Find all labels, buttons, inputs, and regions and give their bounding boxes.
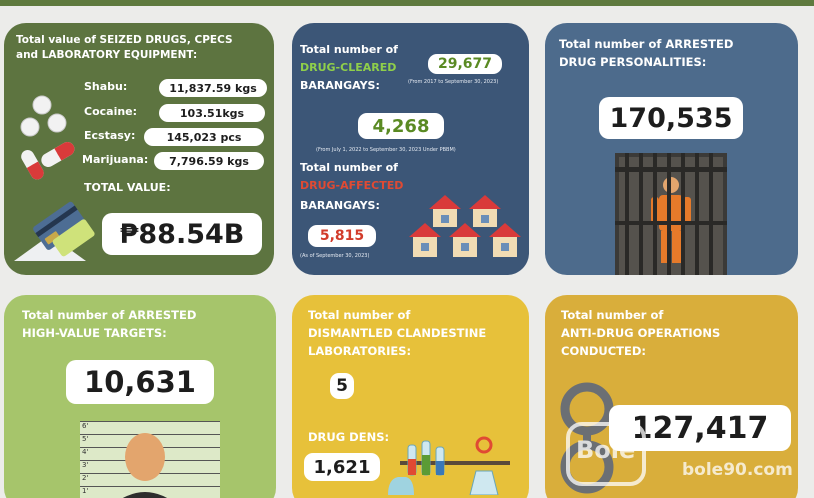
anti-drug-operations-card: Total number of ANTI-DRUG OPERATIONS CON… bbox=[545, 295, 798, 498]
seized-label-shabu: Shabu: bbox=[84, 80, 128, 93]
watermark-brand: Bole bbox=[576, 436, 636, 464]
operations-title-line3: CONDUCTED: bbox=[561, 344, 647, 358]
affected-value: 5,815 bbox=[308, 225, 376, 247]
mugshot-silhouette-icon bbox=[123, 433, 167, 498]
cleared-value: 29,677 bbox=[428, 54, 502, 74]
dens-value: 1,621 bbox=[304, 453, 380, 481]
watermark-url: bole90.com bbox=[682, 460, 793, 480]
seized-title-line2: and LABORATORY EQUIPMENT: bbox=[16, 49, 198, 61]
labs-title-line3: LABORATORIES: bbox=[308, 344, 412, 358]
height-mark: 6' bbox=[82, 422, 89, 430]
affected-highlight: DRUG-AFFECTED bbox=[300, 179, 404, 192]
height-mark: 1' bbox=[82, 487, 89, 495]
arrested-title-line2: DRUG PERSONALITIES: bbox=[559, 55, 707, 69]
total-value-label: TOTAL VALUE: bbox=[84, 181, 171, 194]
total-value: ₱88.54B bbox=[102, 213, 262, 255]
high-value-targets-card: Total number of ARRESTED HIGH-VALUE TARG… bbox=[4, 295, 276, 498]
watermark-logo-icon bbox=[566, 422, 646, 486]
cleared-suffix: BARANGAYS: bbox=[300, 79, 380, 92]
seized-value-ecstasy: 145,023 pcs bbox=[144, 128, 264, 146]
lab-equipment-icon bbox=[388, 436, 510, 495]
top-bar bbox=[0, 0, 814, 6]
seized-drugs-card: Total value of SEIZED DRUGS, CPECS and L… bbox=[4, 23, 274, 275]
affected-note: (As of September 30, 2023) bbox=[300, 253, 370, 259]
houses-icon bbox=[409, 195, 521, 257]
seized-label-marijuana: Marijuana: bbox=[82, 153, 149, 166]
seized-label-cocaine: Cocaine: bbox=[84, 105, 138, 118]
cleared-note: (From 2017 to September 30, 2023) bbox=[408, 79, 499, 85]
operations-title-line2: ANTI-DRUG OPERATIONS bbox=[561, 326, 721, 340]
affected-prefix: Total number of bbox=[300, 161, 398, 174]
handcuffs-icon bbox=[560, 382, 614, 494]
height-mark: 4' bbox=[82, 448, 89, 456]
labs-title-line2: DISMANTLED CLANDESTINE bbox=[308, 326, 487, 340]
arrested-title-line1: Total number of ARRESTED bbox=[559, 37, 734, 51]
seized-value-marijuana: 7,796.59 kgs bbox=[154, 152, 264, 170]
height-mark: 3' bbox=[82, 461, 89, 469]
seized-label-ecstasy: Ecstasy: bbox=[84, 129, 136, 142]
hvt-title-line1: Total number of ARRESTED bbox=[22, 308, 197, 322]
clandestine-labs-card: Total number of DISMANTLED CLANDESTINE L… bbox=[292, 295, 529, 498]
pills-icon bbox=[20, 95, 75, 180]
labs-title-line1: Total number of bbox=[308, 308, 411, 322]
height-mark: 5' bbox=[82, 435, 89, 443]
height-mark: 2' bbox=[82, 474, 89, 482]
seized-value-shabu: 11,837.59 kgs bbox=[159, 79, 267, 97]
watermark: Bole bole90.com bbox=[566, 420, 806, 490]
labs-value: 5 bbox=[330, 373, 354, 399]
arrested-personalities-card: Total number of ARRESTED DRUG PERSONALIT… bbox=[545, 23, 798, 275]
dens-label: DRUG DENS: bbox=[308, 430, 390, 444]
cleared-period-note: (From July 1, 2022 to September 30, 2023… bbox=[316, 147, 456, 153]
barangays-card: Total number of DRUG-CLEARED BARANGAYS: … bbox=[292, 23, 529, 275]
credit-card-icon bbox=[14, 201, 95, 261]
seized-title-line1: Total value of SEIZED DRUGS, CPECS bbox=[16, 34, 233, 46]
cleared-period-value: 4,268 bbox=[358, 113, 444, 139]
cleared-prefix: Total number of bbox=[300, 43, 398, 56]
hvt-title-line2: HIGH-VALUE TARGETS: bbox=[22, 326, 167, 340]
affected-suffix: BARANGAYS: bbox=[300, 199, 380, 212]
hvt-value: 10,631 bbox=[66, 360, 214, 404]
operations-title-line1: Total number of bbox=[561, 308, 664, 322]
arrested-value: 170,535 bbox=[599, 97, 743, 139]
seized-value-cocaine: 103.51kgs bbox=[159, 104, 265, 122]
prisoner-in-cell-icon bbox=[615, 153, 727, 275]
cleared-highlight: DRUG-CLEARED bbox=[300, 61, 397, 74]
